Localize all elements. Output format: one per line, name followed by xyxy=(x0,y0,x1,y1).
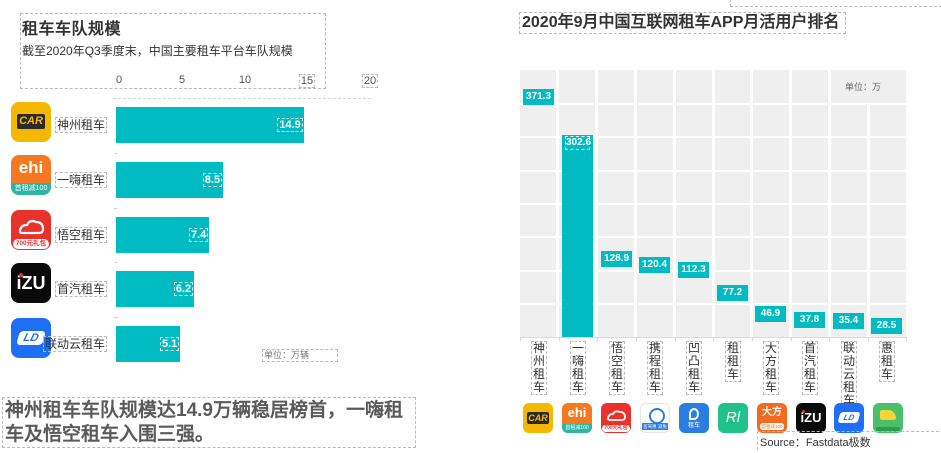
bar-value-label: 77.2 xyxy=(722,287,743,299)
left-chart-title: 租车车队规模 xyxy=(22,21,122,38)
x-category-label: 租租车 xyxy=(725,341,741,382)
izu-logo-icon: iZU xyxy=(796,403,826,433)
huizu-logo-icon xyxy=(873,403,903,433)
x-axis-tick: 20 xyxy=(361,74,379,88)
x-category-label: 惠租车 xyxy=(879,341,895,382)
x-category-label: 大方租车 xyxy=(763,341,779,395)
axis-minor-tick xyxy=(114,317,117,318)
left-chart-subtitle: 截至2020年Q3季度末，中国主要租车平台车队规模 xyxy=(22,44,293,58)
car-inc-logo-icon: CAR xyxy=(11,102,51,142)
bar-value-label: 128.9 xyxy=(603,252,630,264)
bar-liandongyun: 35.4 xyxy=(833,313,864,330)
bar-value-label: 6.2 xyxy=(173,282,194,296)
right-unit-label: 单位：万 xyxy=(845,82,882,92)
bar-value-label: 7.4 xyxy=(188,228,209,242)
bar-wukong: 7.4 xyxy=(116,217,210,253)
category-label: 一嗨租车 xyxy=(54,172,107,188)
bar-huizu: 28.5 xyxy=(871,317,902,334)
bar-value-label: 302.6 xyxy=(565,135,592,150)
x-category-label: 联动云租车 xyxy=(841,341,857,408)
left-unit-label: 单位：万辆 xyxy=(262,349,338,362)
cloud-icon xyxy=(607,410,626,421)
x-category-label: 神州租车 xyxy=(531,341,547,395)
x-axis-tick: 15 xyxy=(298,74,316,88)
bar-value-label: 120.4 xyxy=(641,258,668,270)
bar-value-label: 14.9 xyxy=(277,118,303,132)
car-inc-logo-icon: CAR xyxy=(523,403,553,433)
bar-shenzhou: 14.9 xyxy=(116,107,304,143)
x-axis-tick: 0 xyxy=(115,74,123,86)
x-category-label: 悟空租车 xyxy=(609,341,625,395)
x-axis-gridline xyxy=(113,98,371,99)
bar-ehi: 8.5 xyxy=(116,162,224,198)
bar-ctrip: 120.4 xyxy=(639,256,670,273)
source-note: Source：Fastdata极数 xyxy=(757,431,941,450)
left-chart-title-box: 租车车队规模 截至2020年Q3季度末，中国主要租车平台车队规模 xyxy=(20,13,326,89)
bar-zuzu: 77.2 xyxy=(717,285,748,302)
ehi-logo-icon: ehi 首租减100 xyxy=(562,403,592,433)
bar-value-label: 5.1 xyxy=(159,337,180,351)
top-decor-box xyxy=(730,0,941,7)
bar-aotu: 112.3 xyxy=(678,261,709,278)
category-label: 悟空租车 xyxy=(54,227,107,243)
bar-dafang: 46.9 xyxy=(755,305,786,322)
ehi-logo-icon: ehi 首租减100 xyxy=(11,155,51,195)
category-label: 联动云租车 xyxy=(42,336,107,352)
x-category-label: 凹凸租车 xyxy=(686,341,702,395)
ctrip-logo-icon: 首驾惠 减免 xyxy=(640,403,670,433)
right-chart-title: 2020年9月中国互联网租车APP月活用户排名 xyxy=(519,12,846,34)
aotu-logo-icon: 租车 xyxy=(679,403,709,433)
bar-wukong: 128.9 xyxy=(601,250,632,267)
headline-text: 神州租车车队规模达14.9万辆稳居榜首，一嗨租车及悟空租车入围三强。 xyxy=(2,397,416,448)
axis-minor-tick xyxy=(114,208,117,209)
x-category-label: 首汽租车 xyxy=(802,341,818,395)
bar-ehi: 302.6 xyxy=(562,134,593,337)
axis-minor-tick xyxy=(114,153,117,154)
wukong-logo-icon: 700元礼包 xyxy=(601,403,631,433)
bar-value-label: 112.3 xyxy=(681,263,706,275)
bar-value-label: 35.4 xyxy=(838,315,859,327)
bar-shouqi: 6.2 xyxy=(116,271,195,307)
bar-value-label: 37.8 xyxy=(799,313,820,325)
bar-shenzhou: 371.3 xyxy=(523,88,554,105)
x-category-label: 携程租车 xyxy=(647,341,663,395)
bar-shouqi: 37.8 xyxy=(794,311,825,328)
x-axis-tick: 5 xyxy=(178,74,186,86)
category-label: 神州租车 xyxy=(54,117,107,133)
bar-value-label: 46.9 xyxy=(760,307,781,319)
zuzu-logo-icon: Rl xyxy=(718,403,748,433)
wukong-logo-icon: 700元礼包 xyxy=(11,210,51,250)
cloud-icon xyxy=(18,219,45,235)
x-axis-tick: 10 xyxy=(238,74,252,86)
axis-minor-tick xyxy=(114,262,117,263)
x-category-label: 一嗨租车 xyxy=(570,341,586,395)
bar-liandongyun: 5.1 xyxy=(116,326,181,362)
category-label: 首汽租车 xyxy=(54,281,107,297)
bar-value-label: 371.3 xyxy=(525,90,552,102)
bar-value-label: 8.5 xyxy=(202,173,223,187)
izu-logo-icon: iZU xyxy=(11,263,51,303)
ld-logo-icon: LD xyxy=(834,403,864,433)
dafang-logo-icon: 大方 首租减100 xyxy=(757,403,787,433)
bar-value-label: 28.5 xyxy=(876,319,897,331)
